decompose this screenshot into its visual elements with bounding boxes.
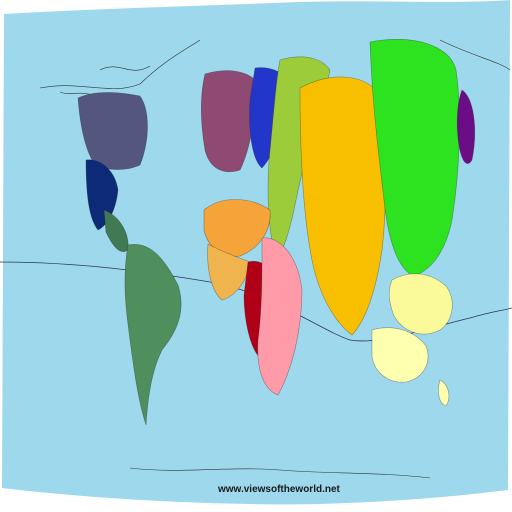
region-north-america [77,92,148,170]
region-south-america [124,243,182,426]
antarctic-coastline [129,467,431,479]
region-southeast-asia [388,273,453,335]
region-oceania [371,327,429,383]
region-europe-west [200,70,256,173]
equator-line [0,261,512,342]
region-west-africa [207,243,251,301]
region-new-zealand [438,379,450,407]
credit-text: www.viewsoftheworld.net [217,484,341,495]
region-china [369,39,460,277]
region-east-africa [257,237,303,396]
arctic-coastline [39,39,511,97]
region-japan [456,89,476,164]
